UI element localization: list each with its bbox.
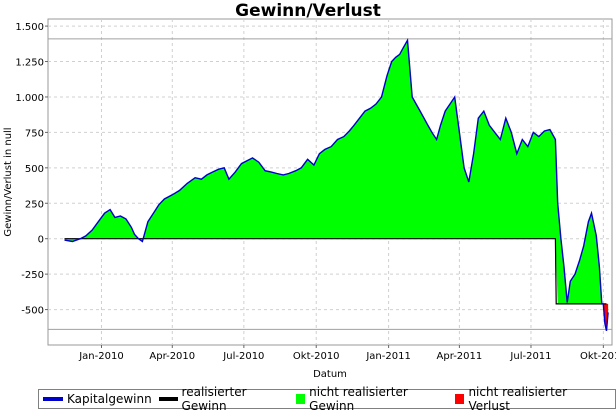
legend-item-kapitalgewinn: Kapitalgewinn (43, 392, 152, 406)
gewinn-verlust-chart: Gewinn/Verlust -500 -250 0 250 500 750 1.000 1.… (3, 1, 616, 380)
series-lines (64, 37, 609, 331)
reference-lines (48, 38, 612, 330)
y-tick-label: -250 (21, 270, 44, 281)
x-tick-label: Apr-2010 (149, 351, 195, 362)
x-tick-label: Apr-2011 (437, 351, 483, 362)
y-tick-label: 750 (25, 128, 44, 139)
x-tick-label: Jul-2011 (509, 351, 551, 362)
legend-label: Kapitalgewinn (67, 392, 152, 406)
legend-label: nicht realisierter Gewinn (309, 385, 408, 413)
legend-label: realisierter Gewinn (181, 385, 247, 413)
y-tick-label: 250 (25, 199, 44, 210)
legend-box-green-icon (295, 394, 306, 404)
x-tick-label: Jan-2011 (365, 351, 410, 362)
y-axis-ticks: -500 -250 0 250 500 750 1.000 1.250 1.500 (15, 22, 48, 317)
line-kapitalgewinn (64, 37, 609, 331)
legend-item-nicht-realisierter-verlust: nicht realisierter Verlust (455, 385, 604, 413)
y-tick-label: 1.000 (15, 93, 44, 104)
legend-line-black-icon (158, 397, 178, 401)
y-tick-label: -500 (21, 306, 44, 317)
x-tick-label: Jul-2010 (222, 351, 264, 362)
x-tick-label: Jan-2010 (78, 351, 123, 362)
y-tick-label: 1.500 (15, 22, 44, 33)
y-tick-label: 500 (25, 164, 44, 175)
y-tick-label: 1.250 (15, 58, 44, 69)
x-tick-label: Okt-2010 (293, 351, 340, 362)
legend-line-blue-icon (43, 397, 63, 401)
legend-item-realisierter-gewinn: realisierter Gewinn (158, 385, 289, 413)
y-tick-label: 0 (38, 235, 44, 246)
y-axis-label: Gewinn/Verlust in null (3, 127, 14, 236)
line-realisierter-gewinn (64, 238, 607, 305)
legend-item-nicht-realisierter-gewinn: nicht realisierter Gewinn (295, 385, 448, 413)
area-nicht-realisierter-gewinn (64, 40, 609, 331)
x-axis-ticks: Jan-2010 Apr-2010 Jul-2010 Okt-2010 Jan-2011… (78, 345, 616, 362)
chart-legend: Kapitalgewinn realisierter Gewinn nicht … (38, 385, 616, 413)
legend-label: nicht realisierter Verlust (468, 385, 568, 413)
chart-title: Gewinn/Verlust (235, 1, 381, 21)
legend-box-red-icon (455, 394, 465, 404)
x-axis-label: Datum (313, 369, 347, 380)
x-tick-label: Okt-2011 (580, 351, 616, 362)
